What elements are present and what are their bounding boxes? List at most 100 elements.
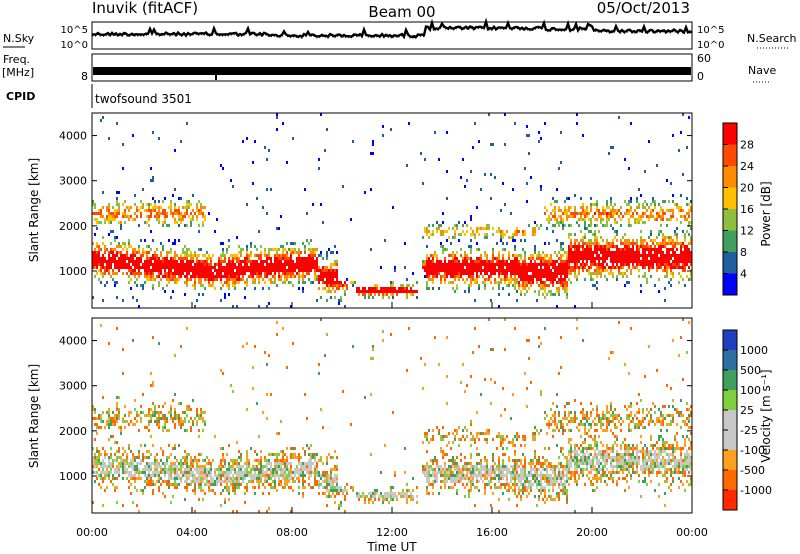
velocity-cell xyxy=(450,447,452,450)
power-cell xyxy=(432,233,434,236)
power-cell xyxy=(648,218,650,221)
power-cell xyxy=(536,254,538,257)
velocity-cell xyxy=(180,417,182,420)
power-cell xyxy=(580,215,582,218)
power-cell xyxy=(180,269,182,272)
velocity-cell xyxy=(270,471,272,474)
velocity-cell xyxy=(152,414,154,417)
power-cell xyxy=(596,272,598,275)
power-cell xyxy=(370,287,372,290)
power-cell xyxy=(186,200,188,203)
power-cell xyxy=(552,260,554,263)
velocity-cell xyxy=(404,447,406,450)
power-cell xyxy=(606,257,608,260)
velocity-cell xyxy=(254,471,256,474)
power-cell xyxy=(204,206,206,209)
power-cell xyxy=(406,296,408,299)
velocity-cell xyxy=(228,486,230,489)
power-cell xyxy=(174,269,176,272)
velocity-cell xyxy=(150,420,152,423)
power-cell xyxy=(564,269,566,272)
power-cell xyxy=(292,260,294,263)
power-cell xyxy=(192,209,194,212)
velocity-cell xyxy=(166,483,168,486)
power-cell xyxy=(264,281,266,284)
power-cell xyxy=(220,263,222,266)
velocity-cell xyxy=(308,474,310,477)
power-cell xyxy=(516,278,518,281)
power-cell xyxy=(648,236,650,239)
power-cell xyxy=(562,287,564,290)
power-cell xyxy=(334,263,336,266)
power-cell xyxy=(676,227,678,230)
power-cell xyxy=(690,260,692,263)
power-cell xyxy=(550,257,552,260)
power-cell xyxy=(538,275,540,278)
power-cell xyxy=(430,260,432,263)
power-cell xyxy=(524,278,526,281)
power-cell xyxy=(672,266,674,269)
power-cell xyxy=(674,254,676,257)
power-cell xyxy=(214,230,216,233)
velocity-cell xyxy=(260,474,262,477)
power-cell xyxy=(284,275,286,278)
velocity-cell xyxy=(214,471,216,474)
power-cell xyxy=(490,299,492,302)
power-cell xyxy=(662,200,664,203)
power-cell xyxy=(524,263,526,266)
velocity-cell xyxy=(280,471,282,474)
power-cell xyxy=(604,212,606,215)
power-cell xyxy=(384,287,386,290)
velocity-cell xyxy=(234,486,236,489)
power-cell xyxy=(520,269,522,272)
velocity-cell xyxy=(286,447,288,450)
power-cell xyxy=(626,254,628,257)
velocity-cell xyxy=(184,480,186,483)
power-cell xyxy=(100,212,102,215)
power-cell xyxy=(516,266,518,269)
velocity-cell xyxy=(248,459,250,462)
velocity-cell xyxy=(436,471,438,474)
power-cell xyxy=(546,227,548,230)
power-cell xyxy=(302,272,304,275)
velocity-cell xyxy=(236,477,238,480)
power-cell xyxy=(574,257,576,260)
power-cell xyxy=(640,194,642,197)
power-cell xyxy=(320,275,322,278)
power-cell xyxy=(426,233,428,236)
power-cell xyxy=(658,203,660,206)
power-cell xyxy=(310,269,312,272)
power-cell xyxy=(138,272,140,275)
power-cell xyxy=(680,206,682,209)
power-cell xyxy=(616,251,618,254)
power-cell xyxy=(570,206,572,209)
power-cell xyxy=(606,251,608,254)
power-cell xyxy=(132,263,134,266)
power-cell xyxy=(232,272,234,275)
power-cell xyxy=(596,248,598,251)
power-cell xyxy=(552,266,554,269)
power-cell xyxy=(292,242,294,245)
power-cell xyxy=(590,197,592,200)
power-cell xyxy=(540,224,542,227)
power-cell xyxy=(530,257,532,260)
velocity-cell xyxy=(326,456,328,459)
velocity-cell xyxy=(164,462,166,465)
velocity-cell xyxy=(268,477,270,480)
power-cell xyxy=(218,260,220,263)
power-cell xyxy=(102,236,104,239)
velocity-cell xyxy=(224,480,226,483)
power-cell xyxy=(556,287,558,290)
power-cell xyxy=(298,281,300,284)
power-cell xyxy=(626,260,628,263)
power-cell xyxy=(624,242,626,245)
power-cell xyxy=(536,224,538,227)
power-cell xyxy=(104,251,106,254)
velocity-cell xyxy=(286,366,288,369)
velocity-cell xyxy=(118,396,120,399)
velocity-cell xyxy=(224,477,226,480)
power-cell xyxy=(206,260,208,263)
power-cell xyxy=(336,275,338,278)
velocity-cell xyxy=(290,465,292,468)
velocity-cell xyxy=(324,354,326,357)
